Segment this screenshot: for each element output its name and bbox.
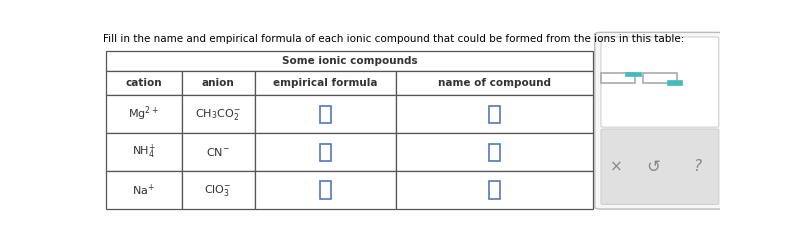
Bar [396,71,593,95]
Bar [254,95,396,133]
Text: $\mathregular{CN^{-}}$: $\mathregular{CN^{-}}$ [206,146,230,158]
Bar [182,71,254,95]
Text: $\mathregular{NH}_{\mathregular{4}}^{\mathregular{+}}$: $\mathregular{NH}_{\mathregular{4}}^{\ma… [132,143,156,161]
Bar [106,51,593,71]
Bar [489,181,500,199]
Bar [106,133,182,171]
Text: $\mathregular{Mg}^{\mathregular{2+}}$: $\mathregular{Mg}^{\mathregular{2+}}$ [129,105,159,123]
FancyBboxPatch shape [601,37,718,127]
Text: ?: ? [693,159,701,174]
Text: $\mathregular{ClO_3^{-}}$: $\mathregular{ClO_3^{-}}$ [205,183,232,198]
FancyBboxPatch shape [601,129,718,204]
Bar [396,95,593,133]
Bar [666,80,682,85]
Bar [182,133,254,171]
Bar [489,143,500,161]
Bar [320,181,330,199]
Bar [254,133,396,171]
Text: anion: anion [202,78,234,88]
Bar [320,106,330,123]
Bar [625,72,641,76]
Bar [106,71,182,95]
Bar [182,171,254,209]
Bar [106,171,182,209]
Text: $\mathregular{Na}^{\mathregular{+}}$: $\mathregular{Na}^{\mathregular{+}}$ [133,182,155,198]
Bar [254,171,396,209]
Bar [643,73,677,83]
Bar [320,143,330,161]
Bar [396,133,593,171]
Bar [254,71,396,95]
Text: Some ionic compounds: Some ionic compounds [282,56,418,66]
Text: Fill in the name and empirical formula of each ionic compound that could be form: Fill in the name and empirical formula o… [103,34,685,44]
Bar [489,106,500,123]
Bar [396,171,593,209]
Text: $\mathregular{CH_3CO_2^{-}}$: $\mathregular{CH_3CO_2^{-}}$ [195,107,241,122]
Text: name of compound: name of compound [438,78,551,88]
Bar [182,95,254,133]
Text: empirical formula: empirical formula [273,78,378,88]
Text: ↺: ↺ [646,158,661,176]
Bar [106,95,182,133]
FancyBboxPatch shape [594,32,725,209]
Bar [602,73,635,83]
Text: ×: × [610,159,623,174]
Text: cation: cation [126,78,162,88]
